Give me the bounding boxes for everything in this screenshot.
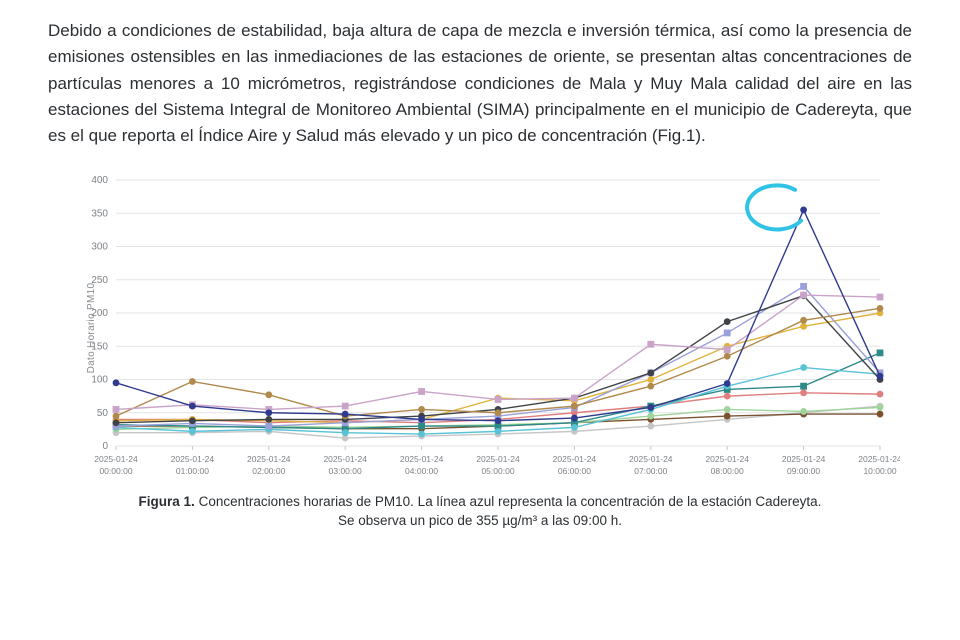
svg-text:2025-01-24: 2025-01-24: [476, 454, 520, 464]
pm10-line-chart: 0501001502002503003504002025-01-2400:00:…: [60, 168, 900, 488]
svg-text:00:00:00: 00:00:00: [99, 466, 132, 476]
svg-text:02:00:00: 02:00:00: [252, 466, 285, 476]
svg-text:2025-01-24: 2025-01-24: [553, 454, 597, 464]
svg-text:400: 400: [91, 175, 108, 186]
svg-text:2025-01-24: 2025-01-24: [858, 454, 900, 464]
svg-text:0: 0: [102, 441, 108, 452]
svg-text:2025-01-24: 2025-01-24: [705, 454, 749, 464]
svg-text:08:00:00: 08:00:00: [711, 466, 744, 476]
svg-text:10:00:00: 10:00:00: [863, 466, 896, 476]
caption-line-1: Concentraciones horarias de PM10. La lín…: [195, 494, 822, 509]
svg-text:04:00:00: 04:00:00: [405, 466, 438, 476]
svg-text:2025-01-24: 2025-01-24: [400, 454, 444, 464]
svg-text:100: 100: [91, 374, 108, 385]
caption-line-2: Se observa un pico de 355 µg/m³ a las 09…: [338, 513, 622, 528]
svg-text:2025-01-24: 2025-01-24: [171, 454, 215, 464]
svg-text:350: 350: [91, 208, 108, 219]
svg-text:05:00:00: 05:00:00: [481, 466, 514, 476]
figure-label: Figura 1.: [139, 494, 195, 509]
svg-text:03:00:00: 03:00:00: [329, 466, 362, 476]
svg-text:2025-01-24: 2025-01-24: [782, 454, 826, 464]
svg-text:300: 300: [91, 241, 108, 252]
y-axis-title: Dato Horario PM10: [86, 282, 97, 373]
svg-text:2025-01-24: 2025-01-24: [323, 454, 367, 464]
svg-text:50: 50: [97, 407, 109, 418]
svg-text:09:00:00: 09:00:00: [787, 466, 820, 476]
svg-text:06:00:00: 06:00:00: [558, 466, 591, 476]
svg-text:2025-01-24: 2025-01-24: [94, 454, 138, 464]
svg-text:2025-01-24: 2025-01-24: [247, 454, 291, 464]
figure-caption: Figura 1. Concentraciones horarias de PM…: [60, 492, 900, 531]
figure-1: Dato Horario PM10 0501001502002503003504…: [60, 168, 900, 531]
svg-text:07:00:00: 07:00:00: [634, 466, 667, 476]
svg-text:01:00:00: 01:00:00: [176, 466, 209, 476]
svg-text:2025-01-24: 2025-01-24: [629, 454, 673, 464]
body-paragraph: Debido a condiciones de estabilidad, baj…: [48, 18, 912, 150]
